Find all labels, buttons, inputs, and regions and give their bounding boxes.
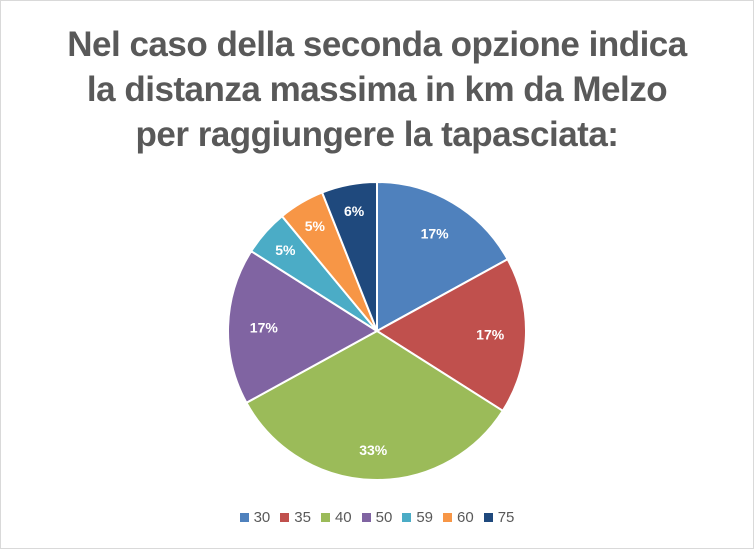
legend-item-50: 50 [361, 508, 393, 526]
legend-swatch-40 [320, 512, 330, 522]
legend-label-30: 30 [253, 508, 271, 526]
legend-swatch-75 [483, 512, 493, 522]
legend-swatch-60 [443, 512, 453, 522]
legend-item-30: 30 [239, 508, 271, 526]
legend-item-75: 75 [483, 508, 515, 526]
data-label-40: 33% [359, 442, 388, 458]
legend-item-35: 35 [280, 509, 311, 526]
legend-label-50: 50 [375, 508, 393, 526]
data-label-35: 17% [476, 327, 505, 343]
chart-title-line-2: la distanza massima in km da Melzo [86, 70, 668, 109]
legend-label-59: 59 [416, 508, 434, 526]
pie-slice-50 [227, 250, 378, 404]
legend-swatch-35 [280, 512, 290, 522]
data-label-60: 5% [305, 218, 326, 234]
chart-title: Nel caso della seconda opzione indica la… [20, 22, 734, 157]
legend-swatch-50 [361, 512, 371, 522]
legend-label-40: 40 [334, 508, 352, 526]
data-label-59: 5% [275, 242, 296, 258]
legend-item-60: 60 [443, 509, 474, 526]
legend-item-59: 59 [402, 509, 433, 526]
data-label-50: 17% [250, 319, 279, 335]
legend-swatch-30 [239, 512, 249, 522]
legend-label-75: 75 [497, 508, 515, 526]
legend-label-60: 60 [457, 508, 474, 526]
chart-title-line-1: Nel caso della seconda opzione indica [67, 25, 687, 64]
data-label-75: 6% [344, 203, 365, 219]
legend-item-40: 40 [320, 508, 352, 526]
pie-slice-30 [376, 181, 509, 332]
legend-label-35: 35 [294, 508, 311, 526]
chart-title-line-3: per raggiungere la tapasciata: [135, 115, 619, 154]
pie-slice-35 [376, 258, 527, 412]
pie-slice-75 [321, 181, 378, 332]
legend-swatch-59 [402, 512, 412, 522]
legend: 30 35 40 50 59 60 75 [0, 506, 754, 528]
data-label-30: 17% [421, 226, 450, 242]
